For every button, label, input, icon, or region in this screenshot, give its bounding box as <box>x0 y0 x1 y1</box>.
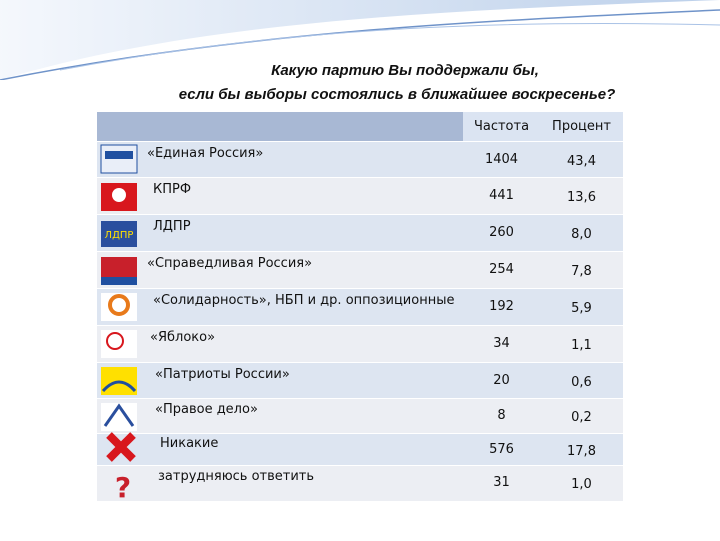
row-bg <box>97 141 623 178</box>
party-name: затрудняюсь ответить <box>158 469 315 484</box>
row-bg <box>97 325 623 363</box>
row-bg <box>97 288 623 326</box>
percent: 13,6 <box>567 190 596 205</box>
party-name: КПРФ <box>153 182 192 197</box>
logos: ЛДПР ? <box>100 144 138 504</box>
party-name: «Правое дело» <box>155 402 258 417</box>
row-bg <box>97 177 623 215</box>
frequency: 8 <box>497 408 506 423</box>
frequency: 192 <box>489 299 514 314</box>
frequency: 576 <box>489 441 514 457</box>
party-name: «Солидарность», НБП и др. оппозиционные <box>153 293 455 308</box>
percent: 5,9 <box>571 301 592 316</box>
percent: 0,2 <box>571 410 592 425</box>
frequency: 31 <box>493 475 510 490</box>
percent: 43,4 <box>567 153 596 169</box>
frequency: 1404 <box>484 151 519 167</box>
svg-text:ЛДПР: ЛДПР <box>105 230 134 241</box>
frequency: 254 <box>489 262 514 277</box>
party-name: «Единая Россия» <box>147 145 264 161</box>
frequency: 441 <box>489 188 514 203</box>
decor <box>0 0 720 80</box>
frequency: 260 <box>489 225 514 240</box>
party-name: «Патриоты России» <box>155 366 290 382</box>
row-bg <box>97 433 623 466</box>
svg-text:?: ? <box>115 471 131 504</box>
party-name: Никакие <box>160 435 219 451</box>
row-bg <box>97 465 623 501</box>
row-bg <box>97 362 623 399</box>
row-bg <box>97 251 623 289</box>
header-bg <box>97 112 463 141</box>
frequency: 20 <box>493 372 510 388</box>
percent: 7,8 <box>571 264 592 279</box>
party-name: «Яблоко» <box>150 330 216 345</box>
header-cell: Частота <box>473 119 530 134</box>
percent: 8,0 <box>571 227 592 242</box>
frequency: 34 <box>493 336 510 351</box>
row-bg <box>97 398 623 434</box>
header-cell: Процент <box>552 119 611 134</box>
percent: 1,1 <box>571 338 592 353</box>
row-bg <box>97 214 623 252</box>
percent: 1,0 <box>571 477 592 492</box>
title-line: Какую партию Вы поддержали бы, <box>271 62 539 79</box>
percent: 17,8 <box>567 443 596 459</box>
header-bg <box>463 112 623 141</box>
percent: 0,6 <box>571 374 592 390</box>
party-name: ЛДПР <box>153 219 191 234</box>
party-name: «Справедливая Россия» <box>147 256 313 271</box>
title-line: если бы выборы состоялись в ближайшее во… <box>178 86 616 103</box>
